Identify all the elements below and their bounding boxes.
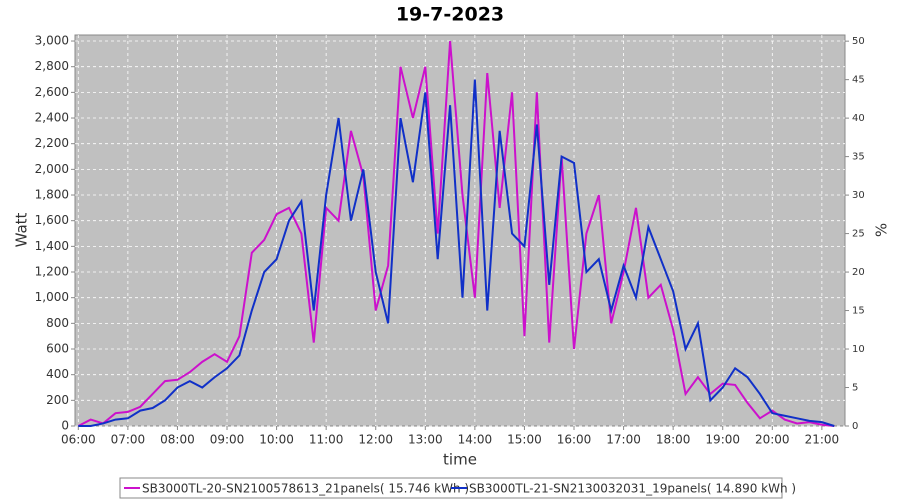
y-tick-label: 2,000 [35,162,69,176]
x-tick-label: 21:00 [805,433,840,447]
y2-tick-label: 50 [852,36,865,47]
y2-tick-label: 5 [852,383,858,394]
y-tick-label: 1,600 [35,213,69,227]
x-tick-label: 07:00 [111,433,146,447]
y-tick-label: 200 [46,393,69,407]
y-tick-label: 2,400 [35,111,69,125]
y-tick-label: 1,800 [35,188,69,202]
y-tick-label: 2,600 [35,85,69,99]
y-tick-label: 2,200 [35,136,69,150]
x-axis-label: time [443,451,477,469]
x-tick-label: 20:00 [755,433,790,447]
chart-title: 19-7-2023 [396,4,504,26]
x-tick-label: 17:00 [606,433,641,447]
y2-tick-label: 40 [852,113,865,124]
x-tick-label: 06:00 [61,433,96,447]
y2-tick-label: 0 [852,421,858,432]
y-axis-label: Watt [13,212,31,247]
x-tick-label: 14:00 [458,433,493,447]
x-tick-label: 13:00 [408,433,443,447]
y2-tick-label: 10 [852,344,865,355]
series-line [78,79,835,427]
y-tick-label: 0 [61,419,69,433]
legend-label: SB3000TL-21-SN2130032031_19panels( 14.89… [469,482,796,496]
y2-tick-label: 20 [852,267,865,278]
x-tick-label: 19:00 [705,433,740,447]
x-tick-label: 16:00 [557,433,592,447]
x-tick-label: 11:00 [309,433,344,447]
y-tick-label: 2,800 [35,59,69,73]
y2-tick-label: 30 [852,190,865,201]
plot-area [74,34,846,427]
y2-tick-label: 15 [852,306,865,317]
y-tick-label: 400 [46,367,69,381]
y-tick-label: 600 [46,342,69,356]
x-tick-label: 18:00 [656,433,691,447]
x-tick-label: 08:00 [160,433,195,447]
x-tick-label: 12:00 [358,433,393,447]
y-tick-label: 3,000 [35,34,69,48]
y-tick-label: 1,200 [35,265,69,279]
x-tick-label: 09:00 [210,433,245,447]
y2-tick-label: 35 [852,152,865,163]
y-tick-label: 1,400 [35,239,69,253]
y2-axis-label: % [873,223,891,237]
y-tick-label: 800 [46,316,69,330]
y2-tick-label: 45 [852,75,865,86]
y-tick-label: 1,000 [35,290,69,304]
x-tick-label: 10:00 [259,433,294,447]
legend-label: SB3000TL-20-SN2100578613_21panels( 15.74… [142,482,469,496]
x-tick-label: 15:00 [507,433,542,447]
y2-tick-label: 25 [852,229,865,240]
